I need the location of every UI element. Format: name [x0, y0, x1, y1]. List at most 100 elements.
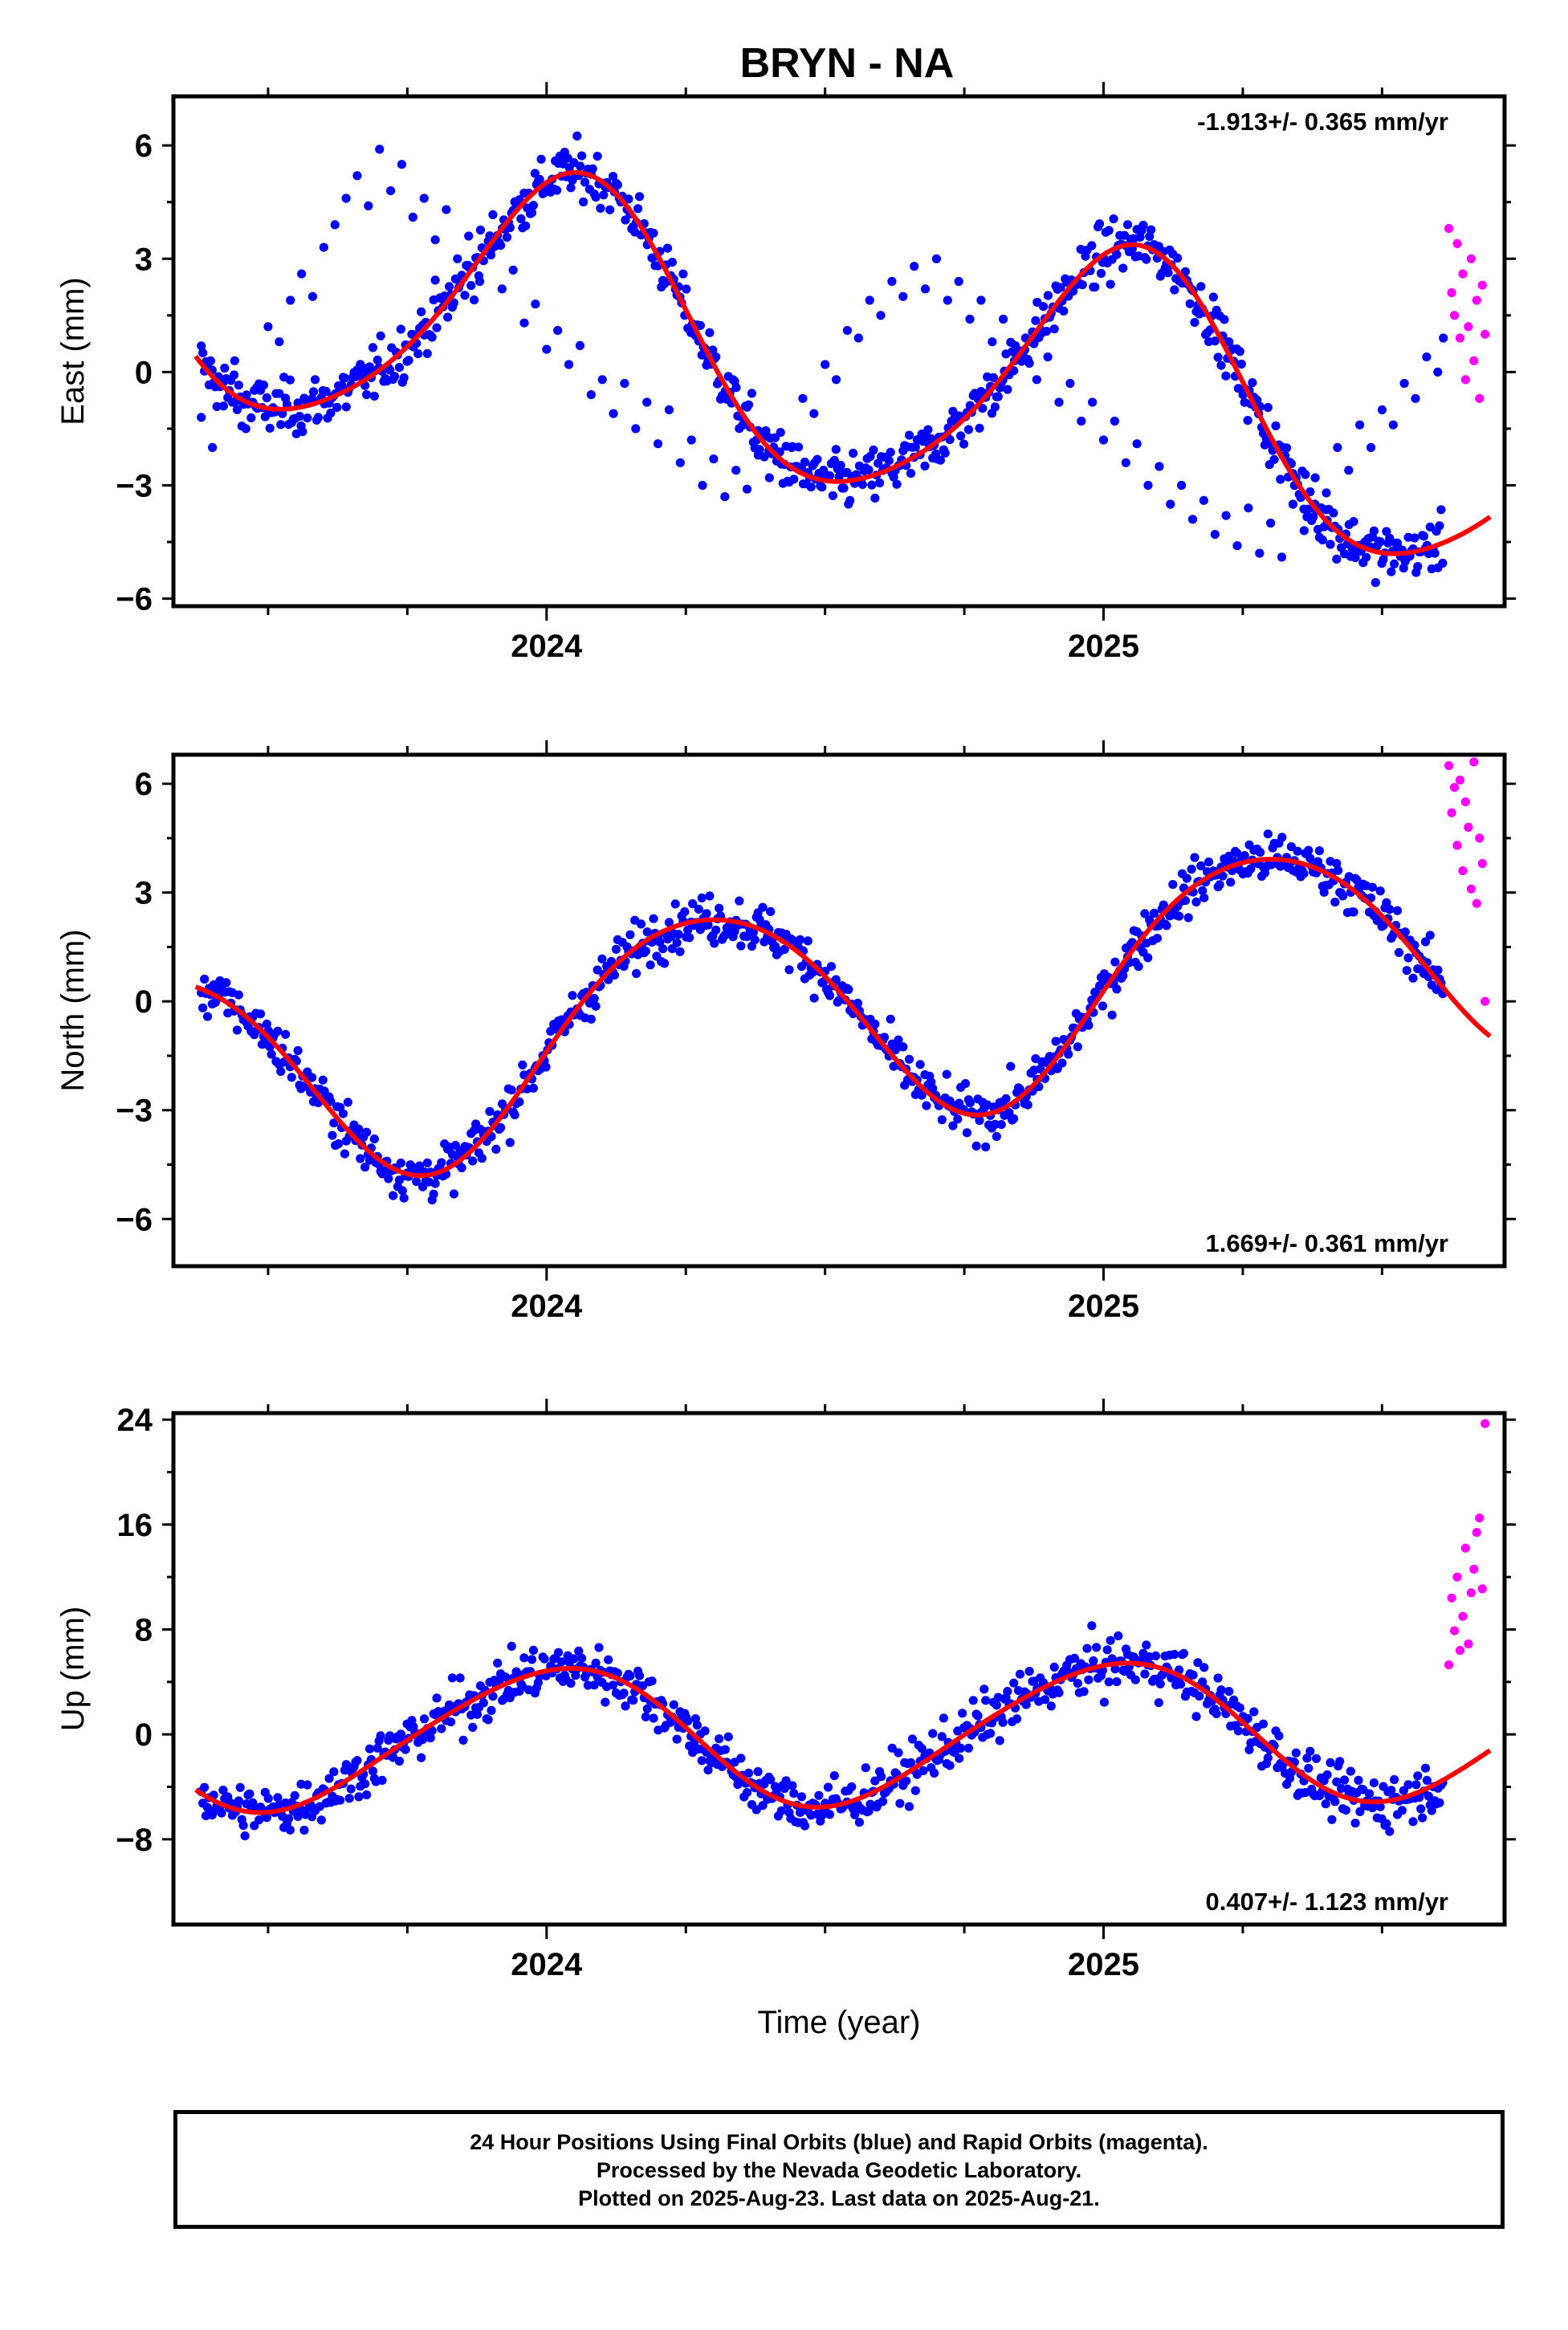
data-point-final: [352, 171, 362, 181]
data-point-final: [1427, 1806, 1436, 1815]
data-point-final: [766, 906, 776, 916]
data-point-final: [238, 1821, 248, 1831]
footer-line-1: 24 Hour Positions Using Final Orbits (bl…: [470, 2130, 1208, 2154]
data-point-final: [404, 356, 413, 365]
data-point-final: [1054, 1688, 1064, 1697]
data-point-final: [814, 1790, 824, 1800]
data-point-final: [1051, 1037, 1061, 1046]
data-point-final: [1107, 1010, 1117, 1020]
data-point-final: [892, 479, 902, 489]
data-point-final: [662, 243, 673, 253]
data-point-final: [979, 1684, 989, 1694]
data-point-final: [758, 902, 768, 912]
data-point-final: [694, 904, 703, 914]
data-point-final: [869, 445, 878, 455]
data-point-final: [397, 1186, 407, 1196]
data-point-final: [1088, 397, 1098, 407]
data-point-final: [836, 461, 845, 470]
data-point-final: [766, 1775, 776, 1785]
data-point-final: [829, 455, 839, 465]
data-point-final: [1338, 891, 1348, 901]
data-point-final: [341, 193, 351, 203]
data-point-final: [505, 222, 515, 233]
data-point-final: [1322, 488, 1331, 498]
data-point-final: [764, 473, 774, 483]
data-point-final: [772, 1785, 782, 1794]
data-point-final: [601, 1697, 610, 1707]
data-point-rapid: [1452, 238, 1462, 248]
data-point-final: [396, 1158, 405, 1168]
plot-frame: [171, 94, 1507, 609]
data-point-final: [1366, 442, 1376, 453]
data-point-final: [432, 1693, 442, 1703]
plot-area: [194, 1419, 1492, 1841]
data-point-rapid: [1464, 822, 1473, 832]
data-point-final: [1314, 846, 1324, 856]
data-point-final: [202, 1012, 213, 1021]
data-point-final: [608, 172, 618, 181]
data-point-final: [1435, 1798, 1444, 1807]
plot-frame: [171, 1411, 1507, 1927]
data-point-final: [1191, 897, 1201, 906]
data-point-final: [1387, 567, 1396, 576]
data-point-final: [953, 1114, 963, 1124]
data-point-rapid: [1460, 1543, 1470, 1553]
data-point-final: [1318, 535, 1327, 545]
data-point-rapid: [1444, 1660, 1454, 1670]
data-point-final: [958, 1709, 967, 1718]
data-point-final: [831, 375, 841, 385]
data-point-final: [220, 363, 230, 373]
data-point-final: [1151, 1651, 1161, 1660]
data-point-final: [625, 930, 635, 939]
data-point-final: [829, 1771, 839, 1781]
data-point-final: [1350, 1819, 1360, 1828]
data-point-final: [660, 959, 670, 968]
data-point-final: [1375, 886, 1385, 896]
data-point-final: [1089, 1656, 1098, 1666]
data-point-final: [609, 409, 618, 418]
data-point-rapid: [1450, 1626, 1460, 1635]
data-point-final: [408, 212, 417, 222]
data-point-final: [262, 393, 271, 402]
y-tick-label: 24: [117, 1403, 153, 1438]
data-point-final: [376, 1731, 385, 1741]
data-point-final: [842, 326, 852, 336]
data-point-final: [887, 1743, 897, 1753]
x-axis-label: Time (year): [758, 2005, 921, 2040]
data-point-final: [1180, 267, 1190, 276]
data-point-final: [293, 1045, 303, 1056]
data-point-final: [1332, 858, 1342, 869]
data-point-final: [1420, 937, 1431, 947]
data-point-final: [1399, 378, 1409, 389]
data-point-final: [446, 1717, 456, 1727]
data-point-final: [1346, 1766, 1355, 1776]
data-point-final: [396, 324, 405, 334]
data-point-final: [1256, 848, 1265, 857]
data-point-final: [1310, 473, 1320, 483]
data-point-final: [940, 448, 950, 458]
data-point-final: [1015, 1669, 1025, 1679]
data-point-final: [267, 1049, 276, 1059]
data-point-final: [1082, 1644, 1092, 1653]
data-point-final: [1110, 416, 1119, 426]
data-point-final: [303, 1780, 312, 1790]
data-point-final: [971, 1141, 981, 1151]
data-point-final: [1425, 931, 1435, 940]
data-point-final: [1304, 1763, 1313, 1773]
data-point-final: [319, 242, 328, 252]
data-point-final: [1243, 1713, 1252, 1723]
data-point-final: [1094, 981, 1105, 991]
data-point-final: [1152, 934, 1162, 943]
data-point-final: [593, 965, 602, 975]
data-point-final: [365, 1744, 375, 1754]
data-point-final: [329, 1118, 339, 1128]
data-point-final: [742, 484, 752, 494]
data-point-final: [874, 458, 883, 468]
data-point-final: [963, 425, 973, 434]
data-point-final: [1104, 1677, 1114, 1687]
data-point-final: [386, 186, 396, 196]
data-point-final: [1159, 900, 1168, 910]
data-point-rapid: [1466, 1588, 1476, 1598]
data-point-final: [588, 164, 597, 173]
data-point-rapid: [1466, 254, 1476, 263]
